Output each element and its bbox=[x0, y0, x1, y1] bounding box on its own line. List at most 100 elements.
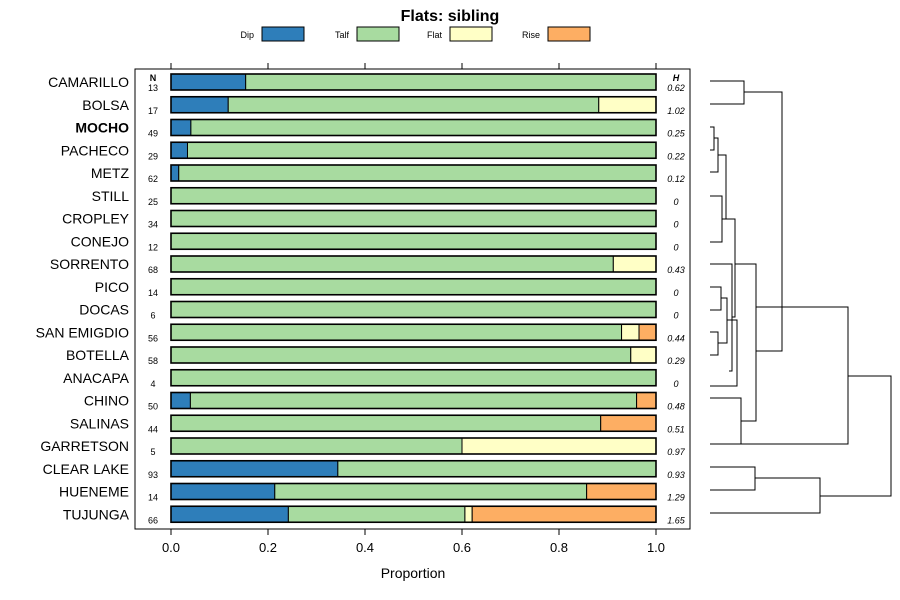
sample-size: 34 bbox=[148, 220, 158, 230]
sample-size: 50 bbox=[148, 402, 158, 412]
bar-outline bbox=[170, 482, 657, 501]
bar-segment-talf bbox=[170, 255, 614, 273]
row-label: CHINO bbox=[84, 393, 129, 409]
x-tick-label: 1.0 bbox=[647, 540, 665, 555]
n-column-header: N bbox=[150, 73, 157, 83]
bar-outline bbox=[170, 437, 657, 455]
bar-segment-talf bbox=[337, 460, 657, 478]
h-value: 0 bbox=[673, 311, 678, 321]
bar-outline bbox=[170, 118, 657, 137]
bar-segment-dip bbox=[170, 96, 229, 114]
bar-segment-talf bbox=[190, 119, 657, 136]
h-value: 0.43 bbox=[667, 265, 685, 275]
row-label: BOLSA bbox=[82, 97, 129, 113]
legend-label-rise: Rise bbox=[522, 30, 540, 40]
legend: Dip Talf Flat Rise bbox=[240, 26, 591, 42]
sample-size: 93 bbox=[148, 470, 158, 480]
sample-size: 17 bbox=[148, 106, 158, 116]
bar-segment-talf bbox=[170, 210, 657, 227]
h-value: 0.51 bbox=[667, 424, 685, 434]
x-tick-label: 0.6 bbox=[453, 540, 471, 555]
row-label: CAMARILLO bbox=[48, 74, 129, 90]
bar-segment-rise bbox=[636, 392, 657, 409]
x-axis: 0.0 0.2 0.4 0.6 0.8 1.0 bbox=[162, 63, 665, 555]
legend-swatch-dip bbox=[261, 26, 305, 42]
chart-title: Flats: sibling bbox=[401, 8, 500, 25]
bar-segment-flat bbox=[630, 346, 657, 364]
bar-segment-talf bbox=[170, 301, 657, 318]
row-label: SORRENTO bbox=[50, 256, 129, 272]
sample-size: 66 bbox=[148, 515, 158, 525]
sample-size: 44 bbox=[148, 424, 158, 434]
sample-size: 14 bbox=[148, 288, 158, 298]
bar-outline bbox=[170, 459, 657, 478]
row-label: MOCHO bbox=[75, 120, 129, 136]
x-tick-label: 0.2 bbox=[259, 540, 277, 555]
bar-segment-dip bbox=[170, 460, 339, 478]
bar-outline bbox=[170, 95, 657, 114]
bar-outline bbox=[170, 323, 657, 342]
h-value: 0.12 bbox=[667, 174, 685, 184]
legend-swatch-talf bbox=[356, 26, 400, 42]
bar-segment-talf bbox=[170, 414, 602, 432]
sample-size: 58 bbox=[148, 356, 158, 366]
bar-outline bbox=[170, 209, 657, 228]
sample-size: 62 bbox=[148, 174, 158, 184]
sample-size: 49 bbox=[148, 129, 158, 139]
h-value: 0.97 bbox=[667, 447, 686, 457]
bars bbox=[170, 73, 657, 524]
bar-segment-talf bbox=[170, 346, 632, 364]
row-label: ANACAPA bbox=[63, 370, 130, 386]
sample-size: 56 bbox=[148, 333, 158, 343]
x-tick-label: 0.8 bbox=[550, 540, 568, 555]
bar-segment-flat bbox=[621, 323, 640, 341]
x-tick-label: 0.4 bbox=[356, 540, 374, 555]
h-value: 0.93 bbox=[667, 470, 685, 480]
row-label: PICO bbox=[95, 279, 129, 295]
bar-segment-flat bbox=[461, 437, 657, 455]
bar-segment-talf bbox=[170, 323, 623, 341]
sample-size: 25 bbox=[148, 197, 158, 207]
bar-outline bbox=[170, 346, 657, 364]
bar-segment-dip bbox=[170, 73, 247, 91]
sample-size: 4 bbox=[150, 379, 155, 389]
bar-segment-talf bbox=[170, 369, 657, 387]
h-value: 0.25 bbox=[667, 129, 686, 139]
bar-outline bbox=[170, 414, 657, 433]
row-label: METZ bbox=[91, 165, 130, 181]
row-label: TUJUNGA bbox=[63, 506, 130, 522]
bar-segment-dip bbox=[170, 119, 192, 136]
bar-segment-talf bbox=[170, 232, 657, 250]
x-axis-label: Proportion bbox=[381, 565, 446, 581]
dendrogram bbox=[710, 80, 892, 514]
row-label: GARRETSON bbox=[40, 438, 129, 454]
h-value: 1.65 bbox=[667, 515, 686, 525]
row-labels: CAMARILLO BOLSA MOCHO PACHECO METZ STILL CROPL… bbox=[36, 74, 130, 522]
bar-segment-flat bbox=[598, 96, 657, 114]
sample-size: 6 bbox=[150, 311, 155, 321]
bar-segment-dip bbox=[170, 164, 180, 182]
legend-swatch-flat bbox=[449, 26, 493, 42]
sample-size: 5 bbox=[150, 447, 155, 457]
bar-segment-flat bbox=[464, 505, 473, 523]
bar-outline bbox=[170, 186, 657, 205]
row-label: PACHECO bbox=[61, 142, 129, 158]
bar-outline bbox=[170, 300, 657, 319]
bar-segment-talf bbox=[178, 164, 657, 182]
bar-outline bbox=[170, 164, 657, 182]
h-value: 1.02 bbox=[667, 106, 685, 116]
bar-segment-talf bbox=[189, 392, 638, 409]
bar-segment-flat bbox=[612, 255, 657, 273]
bar-segment-talf bbox=[170, 278, 657, 296]
h-value: 0 bbox=[673, 220, 678, 230]
bar-segment-talf bbox=[274, 483, 588, 500]
bar-outline bbox=[170, 391, 657, 410]
legend-swatch-rise bbox=[547, 26, 591, 42]
h-value: 0 bbox=[673, 288, 678, 298]
sample-size: 68 bbox=[148, 265, 158, 275]
sample-size: 14 bbox=[148, 493, 158, 503]
h-value: 0.22 bbox=[667, 151, 685, 161]
h-column-header: H bbox=[673, 73, 680, 83]
row-label: CROPLEY bbox=[62, 211, 130, 227]
